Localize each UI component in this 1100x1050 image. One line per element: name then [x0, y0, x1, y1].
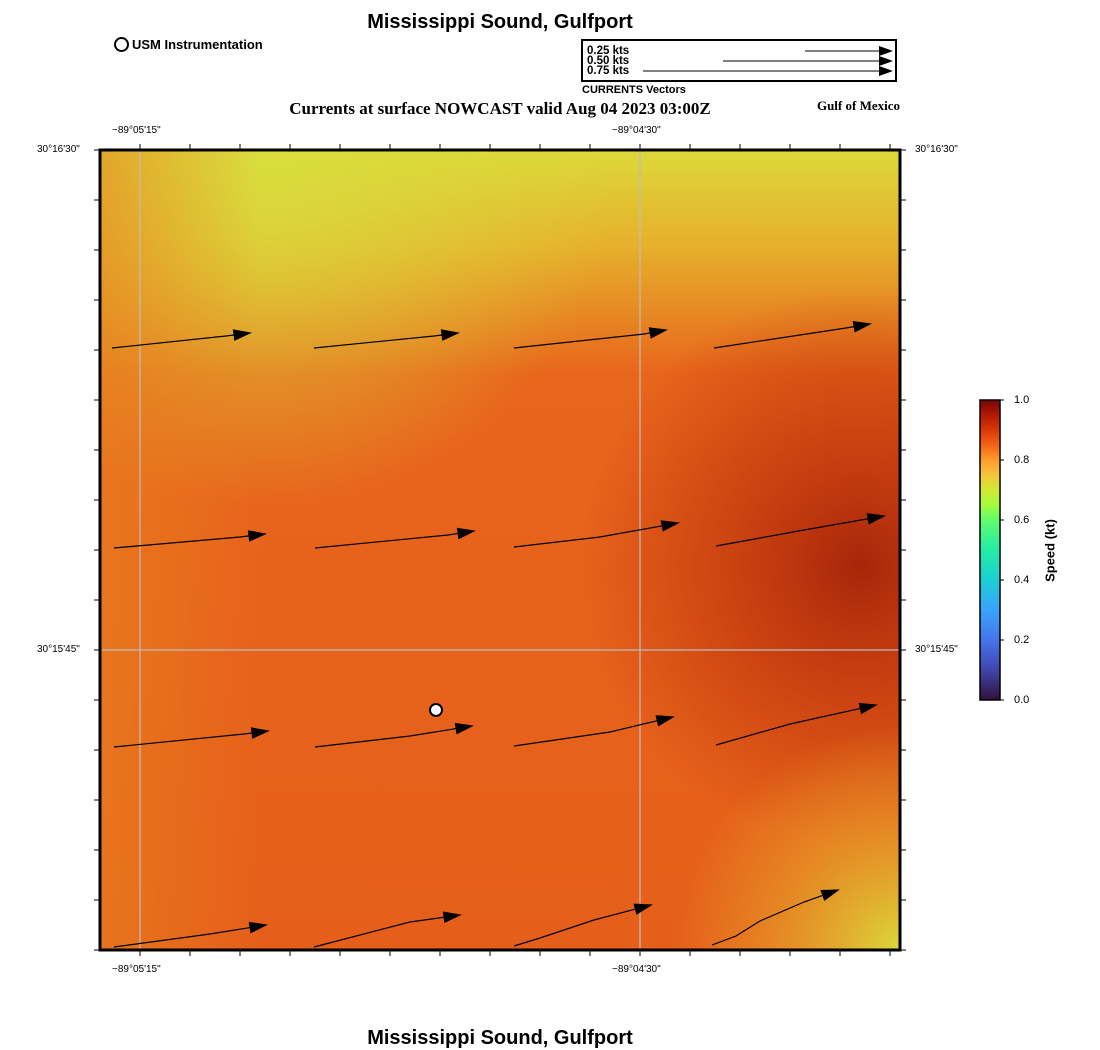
- colorbar-tick-5: 0.2: [1014, 634, 1030, 646]
- colorbar-title: Speed (kt): [1042, 519, 1058, 582]
- current-vector-arrow: [513, 525, 663, 548]
- vector-scale-label-2: 0.50 kts: [587, 55, 630, 67]
- current-vector-arrowhead: [820, 889, 840, 902]
- lat-label-right-1: 30°16'30": [915, 144, 958, 155]
- station-marker-icon: [114, 37, 129, 52]
- vector-scale-label-1: 0.25 kts: [587, 45, 630, 57]
- vector-scale-label-3: 0.75 kts: [587, 65, 630, 77]
- current-vector-arrowhead: [442, 911, 462, 924]
- lat-label-left-1: 30°16'30": [37, 144, 80, 155]
- lon-label-top-1: −89°05'15": [112, 125, 161, 136]
- current-vector-arrowhead: [660, 520, 680, 532]
- current-vector-arrow: [313, 334, 443, 349]
- vector-scale-arrows: [643, 46, 893, 76]
- current-vector-arrowhead: [852, 320, 872, 333]
- lon-label-bottom-2: −89°04'30": [612, 964, 661, 975]
- map-grid: [100, 150, 900, 950]
- current-vector-arrow: [314, 727, 457, 748]
- current-vector-arrowhead: [858, 702, 878, 715]
- map-footer-title: Mississippi Sound, Gulfport: [367, 1027, 633, 1049]
- vector-caption: CURRENTS Vectors: [582, 84, 686, 96]
- current-vector-arrow: [513, 720, 658, 747]
- current-vector-arrowhead: [248, 921, 268, 934]
- current-vector-arrowhead: [250, 727, 270, 739]
- current-vector-arrowhead: [232, 329, 252, 341]
- current-vector-arrowhead: [247, 530, 267, 542]
- current-vector-arrow: [113, 926, 251, 948]
- current-vector-arrowhead: [440, 329, 460, 341]
- station-marker-icon: [429, 703, 443, 717]
- current-vector-arrowhead: [454, 722, 474, 735]
- current-vector-arrow: [513, 332, 651, 349]
- colorbar-tick-3: 0.6: [1014, 514, 1030, 526]
- current-vector-arrow: [711, 894, 824, 946]
- current-vector-arrow: [513, 908, 636, 947]
- current-vector-arrow: [111, 334, 235, 349]
- current-vector-arrowhead: [655, 715, 675, 727]
- speed-colorbar: [979, 399, 1004, 701]
- current-vector-arrow: [715, 707, 861, 746]
- colorbar-tick-1: 1.0: [1014, 394, 1030, 406]
- current-speed-map: [94, 144, 906, 956]
- current-vector-arrow: [313, 916, 445, 948]
- current-vectors: [111, 320, 886, 948]
- lon-label-bottom-1: −89°05'15": [112, 964, 161, 975]
- current-vector-arrow: [314, 532, 459, 549]
- colorbar-tick-4: 0.4: [1014, 574, 1030, 586]
- colorbar-tick-2: 0.8: [1014, 454, 1030, 466]
- colorbar-tick-6: 0.0: [1014, 694, 1030, 706]
- vector-scale-legend: 0.25 kts 0.50 kts 0.75 kts: [581, 39, 897, 82]
- current-vector-arrowhead: [633, 903, 653, 915]
- current-vector-arrowhead: [456, 527, 476, 540]
- current-vector-arrow: [715, 518, 869, 547]
- lon-label-top-2: −89°04'30": [612, 125, 661, 136]
- station-legend-label: USM Instrumentation: [132, 37, 263, 52]
- map-title: Mississippi Sound, Gulfport: [367, 11, 633, 33]
- axis-ticks: [94, 144, 906, 956]
- region-label: Gulf of Mexico: [816, 98, 900, 113]
- current-vector-arrow: [113, 732, 253, 748]
- station-legend: USM Instrumentation: [114, 37, 263, 52]
- current-vector-arrowhead: [648, 327, 668, 339]
- current-vector-arrow: [113, 535, 250, 549]
- lat-label-right-2: 30°15'45": [915, 644, 958, 655]
- lat-label-left-2: 30°15'45": [37, 644, 80, 655]
- current-vector-arrowhead: [866, 513, 886, 525]
- map-subtitle: Currents at surface NOWCAST valid Aug 04…: [289, 99, 711, 118]
- current-vector-arrow: [713, 326, 855, 349]
